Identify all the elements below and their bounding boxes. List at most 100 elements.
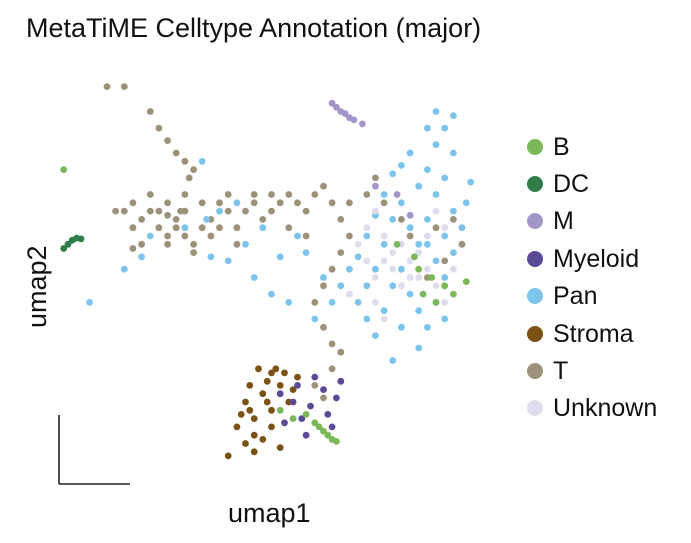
point-pan [389,357,397,364]
point-t [146,108,154,115]
legend-item-m: M [527,203,657,240]
point-unknown [450,265,457,273]
point-m [341,110,349,117]
point-pan [432,108,440,115]
point-pan [354,253,362,261]
point-t [328,340,336,348]
series-myeloid [276,373,345,439]
point-unknown [372,207,379,215]
point-pan [302,249,310,256]
point-pan [216,207,223,215]
point-pan [120,265,128,273]
legend-label: T [553,357,569,386]
point-pan [441,274,449,281]
point-pan [415,307,423,315]
point-pan [328,299,336,306]
point-t [129,199,137,207]
point-pan [389,170,397,178]
legend-swatch [527,176,543,193]
point-m [350,116,358,124]
point-pan [372,265,379,273]
point-pan [389,216,397,223]
point-t [259,216,267,223]
point-stroma [237,411,245,418]
point-pan [398,162,405,169]
point-unknown [354,240,362,248]
point-myeloid [333,394,340,402]
legend-label: M [553,207,574,236]
legend-item-myeloid: Myeloid [527,240,657,277]
point-pan [406,290,414,298]
point-stroma [242,398,249,406]
point-t [190,166,198,174]
point-pan [389,282,397,290]
point-unknown [380,257,388,265]
point-pan [441,315,449,323]
point-t [337,216,345,223]
point-t [207,232,215,240]
point-t [363,191,371,198]
point-t [138,240,146,248]
point-stroma [259,390,267,398]
point-myeloid [294,382,301,389]
point-stroma [276,444,284,451]
point-pan [276,253,284,261]
point-pan [424,240,431,248]
point-b [441,282,449,290]
point-m [393,191,401,198]
point-t [328,265,336,273]
chart-title: MetaTiME Celltype Annotation (major) [26,13,482,43]
point-t [406,232,414,240]
point-t [198,224,206,232]
point-pan [424,124,431,132]
point-b [419,290,427,298]
legend-swatch [527,363,543,380]
point-t [320,182,327,190]
point-pan [424,323,431,331]
point-unknown [346,290,353,298]
point-t [172,224,180,232]
point-unknown [441,224,449,232]
point-b [60,166,68,174]
point-t [285,224,293,232]
legend-item-unknown: Unknown [527,390,657,427]
point-myeloid [307,402,314,410]
point-b [333,438,340,445]
legend: B DC M Myeloid Pan Stroma T Unknown [527,128,657,427]
point-t [198,199,206,207]
point-t [155,207,163,215]
point-unknown [432,282,440,290]
point-stroma [281,369,288,377]
legend-item-dc: DC [527,165,657,202]
point-pan [450,249,457,256]
point-t [164,199,172,207]
point-pan [441,174,449,182]
point-pan [294,232,301,240]
series-b [60,166,470,445]
point-b [302,411,310,418]
point-stroma [259,436,267,443]
point-m [328,99,336,107]
point-stroma [246,406,254,414]
point-unknown [406,257,414,265]
point-t [172,149,180,157]
point-t [233,240,241,248]
point-pan [462,199,470,207]
point-t [138,216,146,223]
point-t [242,207,249,215]
point-t [185,174,193,182]
point-t [346,199,353,207]
point-myeloid [289,398,297,406]
point-pan [285,299,293,306]
point-unknown [441,299,449,306]
point-t [181,191,189,198]
point-t [372,174,379,182]
point-t [181,157,189,165]
point-pan [415,344,423,352]
series-t [103,83,466,402]
point-m [372,182,379,190]
point-pan [354,299,362,306]
point-b [432,299,440,306]
point-pan [363,232,371,240]
point-t [129,224,137,232]
